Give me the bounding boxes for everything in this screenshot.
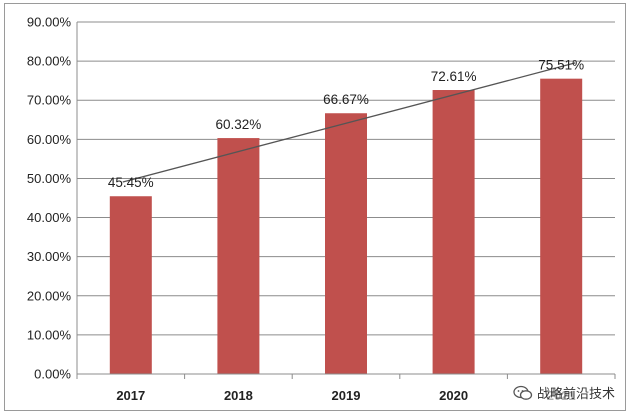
x-tick-label: 2020	[439, 388, 468, 403]
y-tick-label: 30.00%	[27, 249, 72, 264]
data-label: 45.45%	[108, 175, 154, 190]
chart-frame: 0.00% 10.00% 20.00% 30.00% 40.00% 50.00% 60.00…	[4, 3, 626, 411]
data-label: 66.67%	[323, 92, 369, 107]
bar-chart: 0.00% 10.00% 20.00% 30.00% 40.00% 50.00% 60.00…	[27, 15, 616, 403]
bar	[217, 138, 260, 374]
bar	[325, 113, 367, 375]
y-tick-label: 0.00%	[34, 367, 71, 382]
watermark: 战略前沿技术	[509, 382, 618, 403]
data-labels: 45.45% 60.32% 66.67% 72.61% 75.51%	[108, 58, 584, 191]
data-label: 72.61%	[431, 69, 477, 84]
bar	[432, 90, 475, 374]
y-axis: 0.00% 10.00% 20.00% 30.00% 40.00% 50.00% 60.00…	[27, 15, 78, 382]
wechat-icon	[513, 385, 533, 400]
trendline	[122, 62, 576, 183]
x-tick-label: 2019	[332, 388, 361, 403]
y-tick-label: 20.00%	[27, 288, 72, 303]
y-tick-label: 70.00%	[27, 93, 72, 108]
y-tick-label: 60.00%	[27, 132, 72, 147]
trend-line	[122, 62, 576, 183]
data-label: 60.32%	[216, 117, 262, 132]
bar	[540, 78, 583, 374]
data-label: 75.51%	[538, 58, 584, 73]
y-tick-label: 50.00%	[27, 171, 72, 186]
y-tick-label: 80.00%	[27, 54, 72, 69]
y-tick-label: 40.00%	[27, 210, 72, 225]
bars	[109, 78, 583, 375]
y-tick-label: 10.00%	[27, 327, 72, 342]
x-tick-label: 2018	[224, 388, 253, 403]
y-tick-label: 90.00%	[27, 15, 72, 30]
x-tick-label: 2017	[116, 388, 145, 403]
bar	[109, 196, 152, 374]
watermark-text: 战略前沿技术	[536, 386, 615, 401]
